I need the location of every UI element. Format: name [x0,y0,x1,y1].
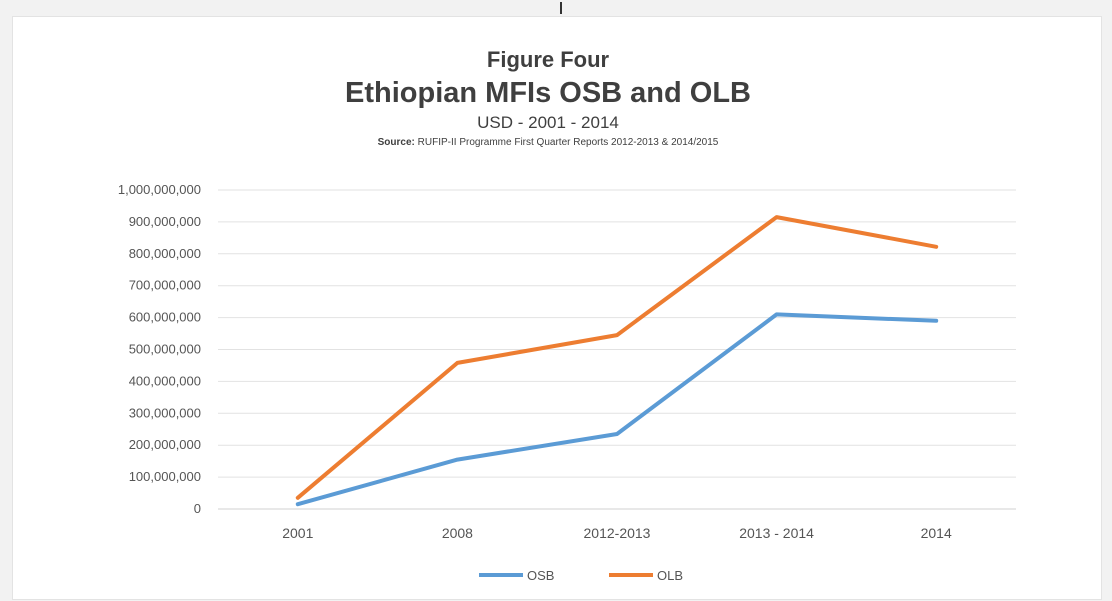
gridlines [218,189,1016,510]
y-tick-label: 1,000,000,000 [118,182,201,197]
y-tick-label: 400,000,000 [129,373,201,388]
series-line-osb [295,312,939,507]
source-text: RUFIP-II Programme First Quarter Reports… [417,137,719,148]
x-axis-ticks: 2001 2008 2012-2013 2013 - 2014 2014 [282,525,952,541]
chart-title: Ethiopian MFIs OSB and OLB [345,77,751,109]
x-tick-label: 2012-2013 [584,525,651,541]
series-line-olb [295,215,939,500]
x-tick-label: 2013 - 2014 [739,525,814,541]
y-tick-label: 0 [194,501,201,516]
x-tick-label: 2014 [921,525,952,541]
line-chart: 0 100,000,000 200,000,000 300,000,000 400,00… [118,182,1016,583]
legend-label-olb: OLB [657,568,683,583]
y-tick-label: 700,000,000 [129,278,201,293]
y-tick-label: 800,000,000 [129,246,201,261]
chart-titles: Figure Four Ethiopian MFIs OSB and OLB U… [13,47,1083,151]
source-label: Source: [377,137,415,148]
legend: OSB OLB [479,568,683,583]
legend-label-osb: OSB [527,568,554,583]
chart-subtitle: USD - 2001 - 2014 [477,113,619,132]
figure-label: Figure Four [486,47,610,72]
y-tick-label: 500,000,000 [129,342,201,357]
y-tick-label: 900,000,000 [129,214,201,229]
chart-card: Figure Four Ethiopian MFIs OSB and OLB U… [12,16,1102,600]
y-tick-label: 300,000,000 [129,405,201,420]
y-tick-label: 200,000,000 [129,437,201,452]
chart-source: Source: RUFIP-II Programme First Quarter… [13,135,1083,151]
y-axis-ticks: 0 100,000,000 200,000,000 300,000,000 400,00… [118,182,201,516]
y-tick-label: 600,000,000 [129,310,201,325]
series-lines [295,215,939,507]
x-tick-label: 2001 [282,525,313,541]
text-cursor-mark [560,2,562,14]
y-tick-label: 100,000,000 [129,469,201,484]
x-tick-label: 2008 [442,525,473,541]
